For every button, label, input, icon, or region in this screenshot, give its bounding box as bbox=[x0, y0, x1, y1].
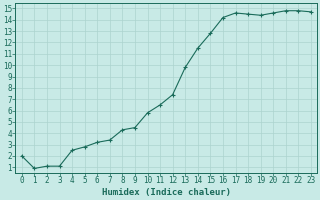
X-axis label: Humidex (Indice chaleur): Humidex (Indice chaleur) bbox=[102, 188, 231, 197]
